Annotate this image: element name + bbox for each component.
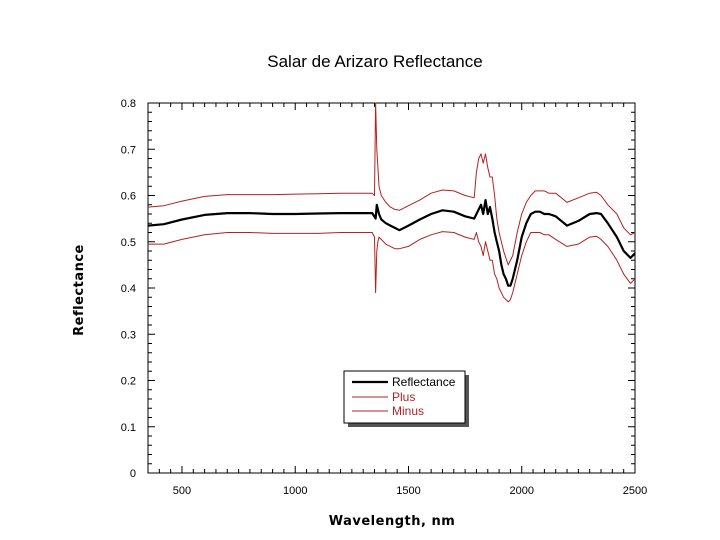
y-tick-label: 0.2	[121, 376, 136, 388]
x-tick-label: 1500	[396, 485, 420, 497]
x-tick-label: 500	[173, 485, 191, 497]
tick-labels: 0 0.1 0.2 0.3 0.4 0.5 0.6 0.7 0.8 500 1000 1500 2000…	[121, 98, 648, 497]
x-tick-label: 2000	[510, 485, 534, 497]
x-tick-label: 1000	[283, 485, 307, 497]
x-tick-label: 2500	[623, 485, 647, 497]
legend-label-minus: Minus	[392, 404, 424, 418]
y-tick-label: 0.8	[121, 98, 136, 110]
axis-ticks	[148, 102, 636, 474]
chart-title: Salar de Arizaro Reflectance	[267, 52, 482, 71]
series-line-minus	[148, 231, 636, 303]
series-layer	[147, 102, 636, 303]
y-tick-label: 0.4	[121, 283, 136, 295]
y-tick-label: 0.5	[121, 237, 136, 249]
y-tick-label: 0.1	[121, 422, 136, 434]
x-axis-label: Wavelength, nm	[329, 514, 456, 529]
y-tick-label: 0.3	[121, 329, 136, 341]
y-tick-label: 0.7	[121, 144, 136, 156]
legend-label-reflectance: Reflectance	[392, 375, 456, 389]
series-line-plus	[147, 102, 636, 266]
y-axis-label: Reflectance	[72, 244, 87, 336]
series-line-reflectance	[147, 199, 636, 287]
legend: Reflectance Plus Minus	[343, 370, 469, 427]
y-tick-label: 0	[130, 468, 136, 480]
legend-label-plus: Plus	[392, 390, 415, 404]
y-tick-label: 0.6	[121, 191, 136, 203]
